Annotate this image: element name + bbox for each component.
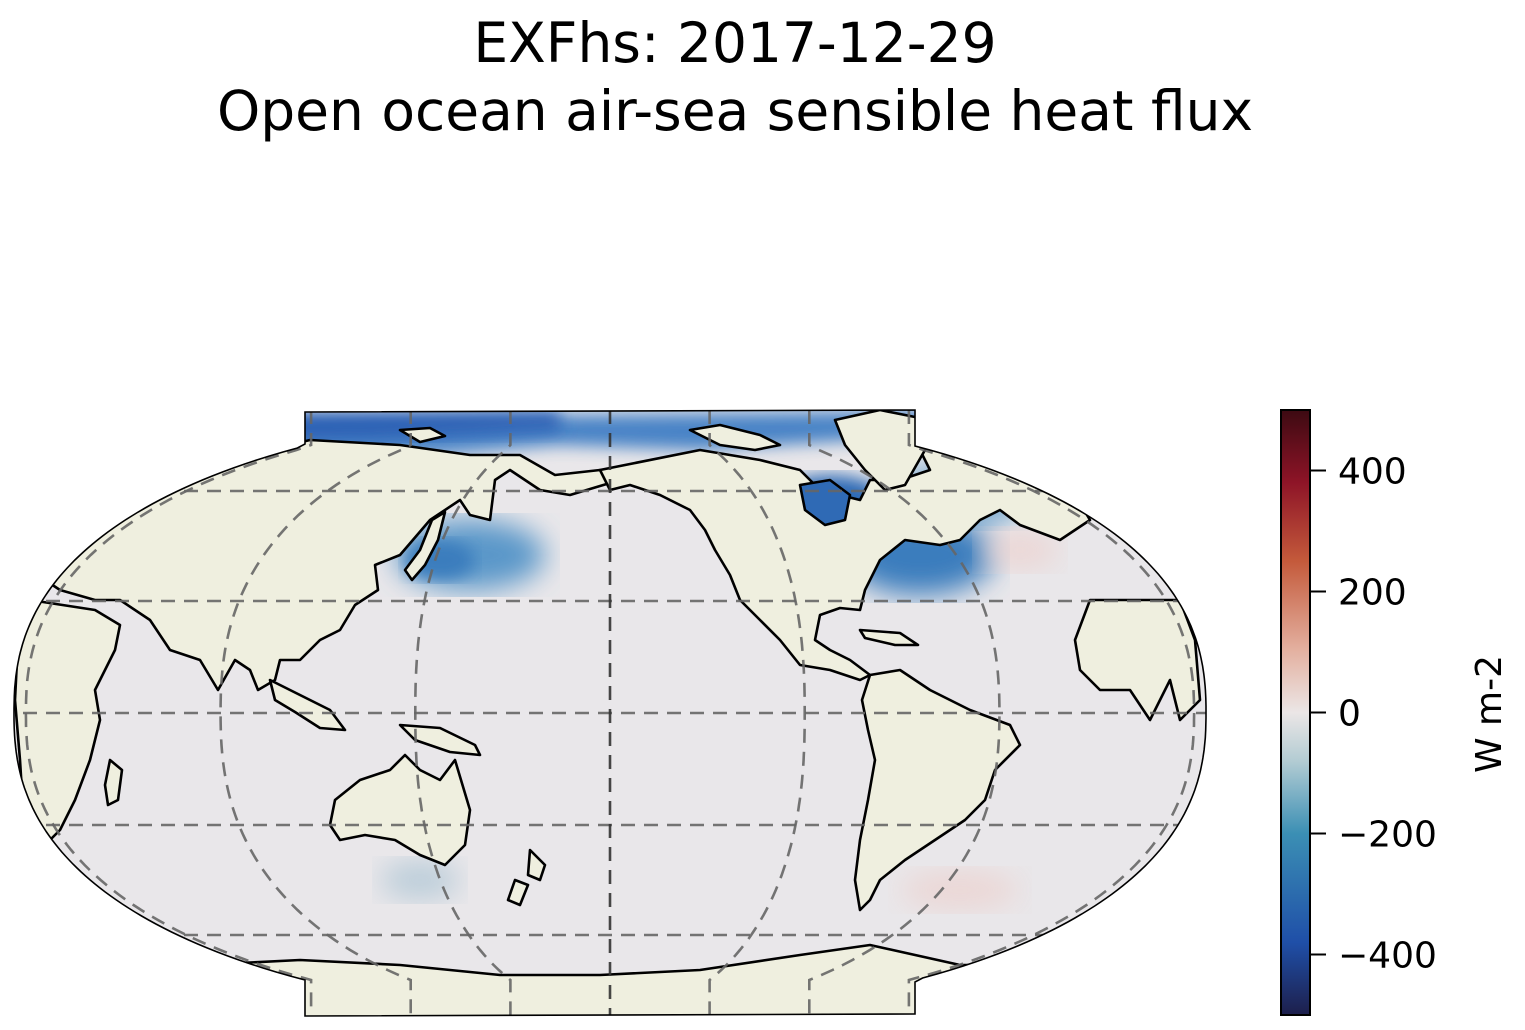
land-new-zealand — [506, 848, 547, 907]
arctic-strong-flux — [230, 412, 560, 440]
south-indian-flux — [380, 860, 460, 900]
north-atlantic-warm — [980, 530, 1060, 570]
colorbar-tick-label: 200 — [1338, 573, 1407, 614]
land-sumatra-borneo — [268, 678, 347, 732]
land-greenland — [833, 410, 932, 492]
land-cuba — [858, 628, 920, 647]
land-south-america — [853, 668, 1022, 912]
south-pacific-flux — [900, 870, 1020, 910]
colorbar-gradient — [1280, 409, 1311, 1016]
longitude-line — [708, 410, 806, 1015]
longitude-line — [24, 410, 313, 1015]
graticule — [14, 410, 1206, 1015]
colorbar-tick-label: 0 — [1338, 694, 1361, 735]
longitude-line — [414, 410, 512, 1015]
land-japan — [403, 510, 447, 582]
graticule-longitudes — [24, 410, 1196, 1015]
globe — [13, 409, 1207, 1017]
colorbar-tick-label: −400 — [1338, 936, 1437, 977]
colorbar-ticks: 400 200 0 −200 −400 — [1310, 452, 1437, 977]
land-madagascar — [103, 758, 124, 807]
chart-title: EXFhs: 2017-12-29 — [473, 11, 997, 75]
colorbar: 400 200 0 −200 −400 W m-2 — [1280, 409, 1510, 1016]
land-africa-west — [14, 598, 122, 852]
land-australia — [328, 753, 472, 867]
longitude-line — [808, 410, 1001, 1015]
colorbar-tick-label: −200 — [1338, 815, 1437, 856]
longitude-line — [907, 410, 1196, 1015]
colorbar-tick-label: 400 — [1338, 452, 1407, 493]
globe-outline — [13, 409, 1207, 1017]
land-africa-east — [1073, 598, 1202, 722]
colorbar-label: W m-2 — [1469, 655, 1510, 773]
longitude-line — [219, 410, 412, 1015]
chart-subtitle: Open ocean air-sea sensible heat flux — [216, 79, 1254, 143]
